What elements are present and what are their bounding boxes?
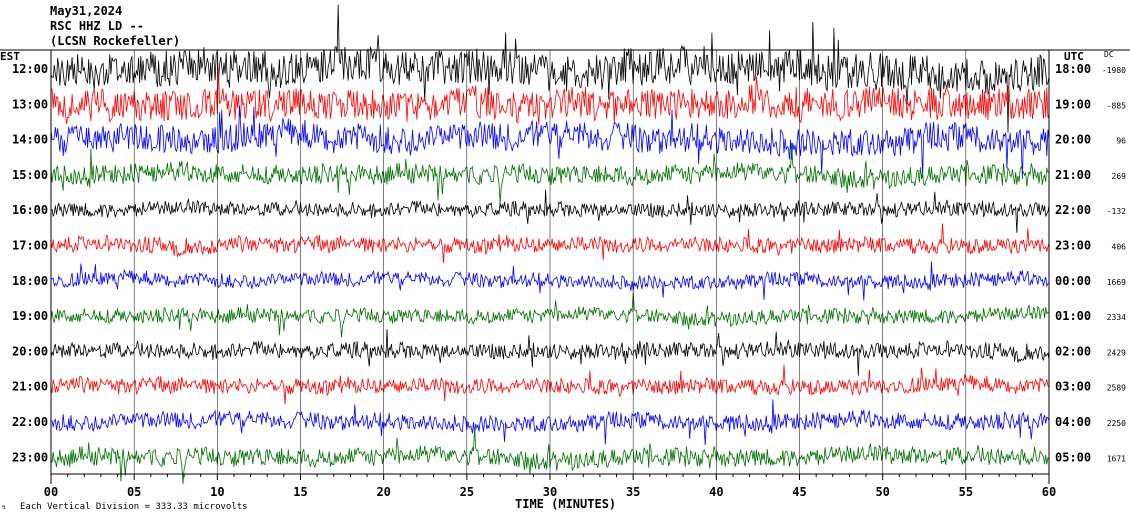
utc-label-7: 01:00 — [1055, 309, 1091, 323]
est-label-2: 14:00 — [12, 133, 48, 147]
est-label-3: 15:00 — [12, 168, 48, 182]
dc-value-11: 1671 — [1107, 454, 1126, 463]
header-date: May31,2024 — [50, 4, 122, 18]
x-tick-label-25: 25 — [460, 485, 474, 499]
utc-label-3: 21:00 — [1055, 168, 1091, 182]
dc-value-1: -885 — [1107, 101, 1126, 110]
x-tick-label-00: 00 — [44, 485, 58, 499]
utc-label-11: 05:00 — [1055, 450, 1091, 464]
x-tick-label-50: 50 — [875, 485, 889, 499]
x-tick-label-05: 05 — [127, 485, 141, 499]
header-station: RSC HHZ LD -- — [50, 19, 144, 33]
x-tick-label-35: 35 — [626, 485, 640, 499]
utc-hour-labels: 18:00 19:00 20:00 21:00 22:00 23:00 00:00 01:00… — [1055, 62, 1091, 464]
x-axis-ticks: 00 05 10 15 20 25 30 35 40 45 50 55 60 — [44, 485, 1056, 499]
header-network: (LCSN Rockefeller) — [50, 34, 180, 48]
x-tick-label-60: 60 — [1042, 485, 1056, 499]
x-tick-label-15: 15 — [293, 485, 307, 499]
x-tick-label-45: 45 — [792, 485, 806, 499]
dc-offset-labels: -1980 -885 96 269 -132 406 1669 2334 2429 2589 225… — [1102, 66, 1126, 463]
est-label-1: 13:00 — [12, 97, 48, 111]
x-tick-label-40: 40 — [709, 485, 723, 499]
x-tick-label-20: 20 — [376, 485, 390, 499]
x-tick-label-55: 55 — [959, 485, 973, 499]
utc-label-9: 03:00 — [1055, 380, 1091, 394]
dc-column-label: DC — [1104, 50, 1114, 59]
est-hour-labels: 12:00 13:00 14:00 15:00 16:00 17:00 18:00 19:00… — [12, 62, 48, 464]
plot-frame — [0, 49, 1130, 484]
dc-value-4: -132 — [1107, 207, 1126, 216]
est-label-0: 12:00 — [12, 62, 48, 76]
left-timezone-label: EST — [0, 50, 20, 63]
est-label-5: 17:00 — [12, 239, 48, 253]
est-label-9: 21:00 — [12, 380, 48, 394]
utc-label-8: 02:00 — [1055, 344, 1091, 358]
dc-value-8: 2429 — [1107, 348, 1126, 357]
utc-label-6: 00:00 — [1055, 274, 1091, 288]
x-axis-label: TIME (MINUTES) — [515, 497, 616, 511]
dc-value-9: 2589 — [1107, 384, 1126, 393]
scale-note: Each Vertical Division = 333.33 microvol… — [20, 502, 248, 512]
scale-mark: ↯ — [2, 504, 6, 511]
right-timezone-label: UTC — [1064, 50, 1084, 63]
est-label-4: 16:00 — [12, 203, 48, 217]
est-label-11: 23:00 — [12, 450, 48, 464]
utc-label-5: 23:00 — [1055, 239, 1091, 253]
x-tick-label-30: 30 — [543, 485, 557, 499]
utc-label-10: 04:00 — [1055, 415, 1091, 429]
utc-label-0: 18:00 — [1055, 62, 1091, 76]
x-tick-label-10: 10 — [210, 485, 224, 499]
dc-value-7: 2334 — [1107, 313, 1126, 322]
est-label-6: 18:00 — [12, 274, 48, 288]
est-label-8: 20:00 — [12, 344, 48, 358]
utc-label-4: 22:00 — [1055, 203, 1091, 217]
dc-value-0: -1980 — [1102, 66, 1126, 75]
dc-value-6: 1669 — [1107, 278, 1126, 287]
dc-value-5: 406 — [1112, 243, 1127, 252]
utc-label-2: 20:00 — [1055, 133, 1091, 147]
dc-value-10: 2250 — [1107, 419, 1126, 428]
utc-label-1: 19:00 — [1055, 97, 1091, 111]
dc-value-2: 96 — [1116, 137, 1126, 146]
est-label-7: 19:00 — [12, 309, 48, 323]
est-label-10: 22:00 — [12, 415, 48, 429]
dc-value-3: 269 — [1112, 172, 1127, 181]
